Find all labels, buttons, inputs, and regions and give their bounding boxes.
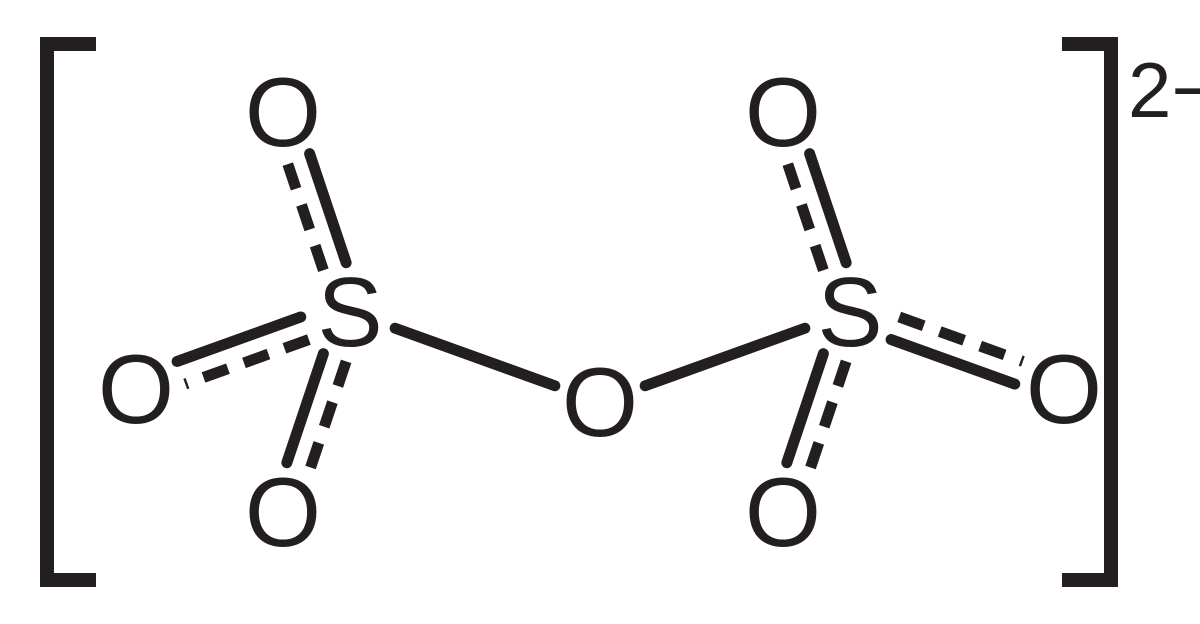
bracket-right (1069, 44, 1111, 580)
brackets-layer (47, 44, 1111, 580)
atom-Oc: O (562, 347, 638, 457)
atom-O1b: O (245, 457, 321, 567)
atom-O1l: O (98, 334, 174, 444)
atom-S2: S (817, 257, 882, 367)
bond-single (395, 328, 555, 385)
atom-S1: S (317, 257, 382, 367)
atom-O2r: O (1026, 334, 1102, 444)
charge-label: 2− (1128, 46, 1200, 134)
molecule-diagram: SSOOOOOOO 2− (0, 0, 1200, 624)
atom-O1t: O (245, 57, 321, 167)
atom-O2b: O (745, 457, 821, 567)
atoms-layer: SSOOOOOOO (98, 57, 1102, 567)
bond-single (645, 328, 805, 385)
atom-O2t: O (745, 57, 821, 167)
bond-double-solid (177, 317, 301, 361)
bracket-left (47, 44, 89, 580)
